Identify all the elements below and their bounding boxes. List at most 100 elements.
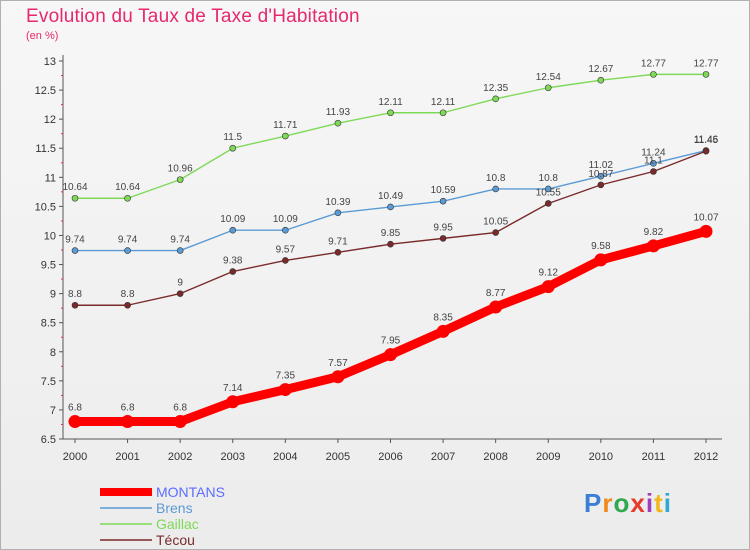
data-label: 12.77 [641, 58, 666, 69]
data-label: 9.12 [539, 268, 559, 279]
data-label: 9.85 [381, 228, 401, 239]
data-label: 9.57 [276, 244, 296, 255]
data-label: 10.09 [220, 214, 245, 225]
data-point [229, 268, 237, 275]
data-label: 9 [177, 278, 183, 289]
logo-letter: P [584, 488, 603, 518]
data-label: 11.45 [694, 135, 719, 146]
data-label: 10.87 [588, 169, 613, 180]
data-point [226, 395, 240, 409]
data-point [436, 324, 450, 338]
data-point [121, 415, 135, 429]
logo-letter: r [602, 488, 614, 518]
series-line-montans [70, 226, 711, 427]
series-lines [70, 73, 711, 427]
data-point [544, 200, 552, 207]
data-label: 9.74 [118, 235, 138, 246]
data-label: 6.8 [121, 403, 135, 414]
data-point [597, 76, 605, 84]
data-label: 11.02 [589, 160, 614, 171]
data-point [594, 253, 608, 267]
data-label: 6.8 [173, 403, 187, 414]
axes: 6.5 7 7.5 8 8.5 9 9.5 10 10.5 11 11.5 12 12.5 13 2000 2… [35, 55, 722, 463]
data-label: 7.95 [381, 336, 401, 347]
data-point [124, 194, 131, 202]
data-point [71, 247, 79, 254]
y-tick-label: 13 [44, 56, 56, 68]
y-tick-label: 10.5 [35, 201, 56, 213]
data-label: 10.59 [431, 185, 456, 196]
data-point [384, 348, 397, 362]
data-label: 9.71 [328, 236, 348, 247]
legend-label: Gaillac [156, 516, 199, 532]
logo-letter: i [645, 488, 655, 518]
data-label: 11.46 [694, 135, 719, 146]
data-label: 7.35 [276, 371, 296, 382]
data-point [68, 415, 82, 429]
x-tick-label: 2006 [378, 451, 402, 463]
data-label: 12.77 [693, 58, 718, 69]
data-label: 10.96 [168, 164, 193, 175]
y-tick-label: 7.5 [41, 376, 56, 388]
proxiti-logo: Proxiti [584, 488, 672, 519]
data-label: 11.93 [326, 107, 351, 118]
data-point [176, 176, 184, 183]
data-label: 10.55 [536, 187, 561, 198]
x-tick-label: 2010 [589, 451, 613, 463]
data-point [387, 109, 394, 117]
data-point [439, 235, 447, 242]
y-tick-label: 7 [50, 405, 56, 417]
series-points [68, 71, 713, 429]
data-point [124, 247, 131, 254]
data-point [176, 247, 184, 254]
logo-letter: i [663, 488, 672, 518]
data-point [334, 119, 342, 127]
data-point [489, 300, 503, 314]
data-label: 12.11 [431, 97, 456, 108]
data-label: 9.82 [644, 227, 664, 238]
data-point [492, 229, 499, 236]
x-tick-label: 2008 [483, 451, 507, 463]
data-point [282, 132, 289, 140]
data-point [544, 185, 552, 193]
y-tick-label: 9.5 [41, 260, 56, 272]
data-label: 9.74 [65, 235, 85, 246]
data-point [229, 226, 237, 234]
data-point [173, 415, 187, 429]
x-tick-label: 2012 [694, 451, 718, 463]
chart-subtitle: (en %) [26, 30, 59, 42]
logo-letter: o [613, 488, 631, 518]
data-label: 8.35 [433, 312, 453, 323]
data-label: 10.49 [378, 191, 403, 202]
data-point [334, 209, 342, 217]
x-tick-label: 2009 [536, 451, 560, 463]
y-tick-label: 8.5 [41, 318, 56, 330]
data-label: 7.57 [328, 358, 348, 369]
data-point [439, 109, 447, 117]
data-point [439, 197, 447, 205]
y-tick-label: 9 [50, 289, 56, 301]
data-point [597, 172, 605, 180]
data-label: 8.77 [486, 288, 506, 299]
x-tick-label: 2003 [221, 451, 245, 463]
data-label: 6.8 [68, 403, 82, 414]
x-tick-label: 2005 [326, 451, 350, 463]
data-point [282, 257, 289, 264]
chart-title: Evolution du Taux de Taxe d'Habitation [26, 6, 360, 27]
y-tick-label: 12 [44, 114, 56, 126]
data-point [278, 383, 292, 397]
data-label: 9.74 [170, 235, 190, 246]
data-labels: 10.64 10.64 10.96 11.5 11.71 11.93 12.11 12.11 1… [62, 58, 718, 413]
data-label: 7.14 [223, 383, 243, 394]
y-tick-label: 8 [50, 347, 56, 359]
legend-label: MONTANS [156, 484, 225, 500]
data-point [646, 239, 660, 253]
y-tick-label: 6.5 [41, 434, 56, 446]
data-point [702, 147, 710, 155]
data-label: 12.11 [378, 97, 403, 108]
data-point [650, 71, 657, 78]
data-point [124, 301, 131, 309]
data-point [229, 144, 237, 152]
